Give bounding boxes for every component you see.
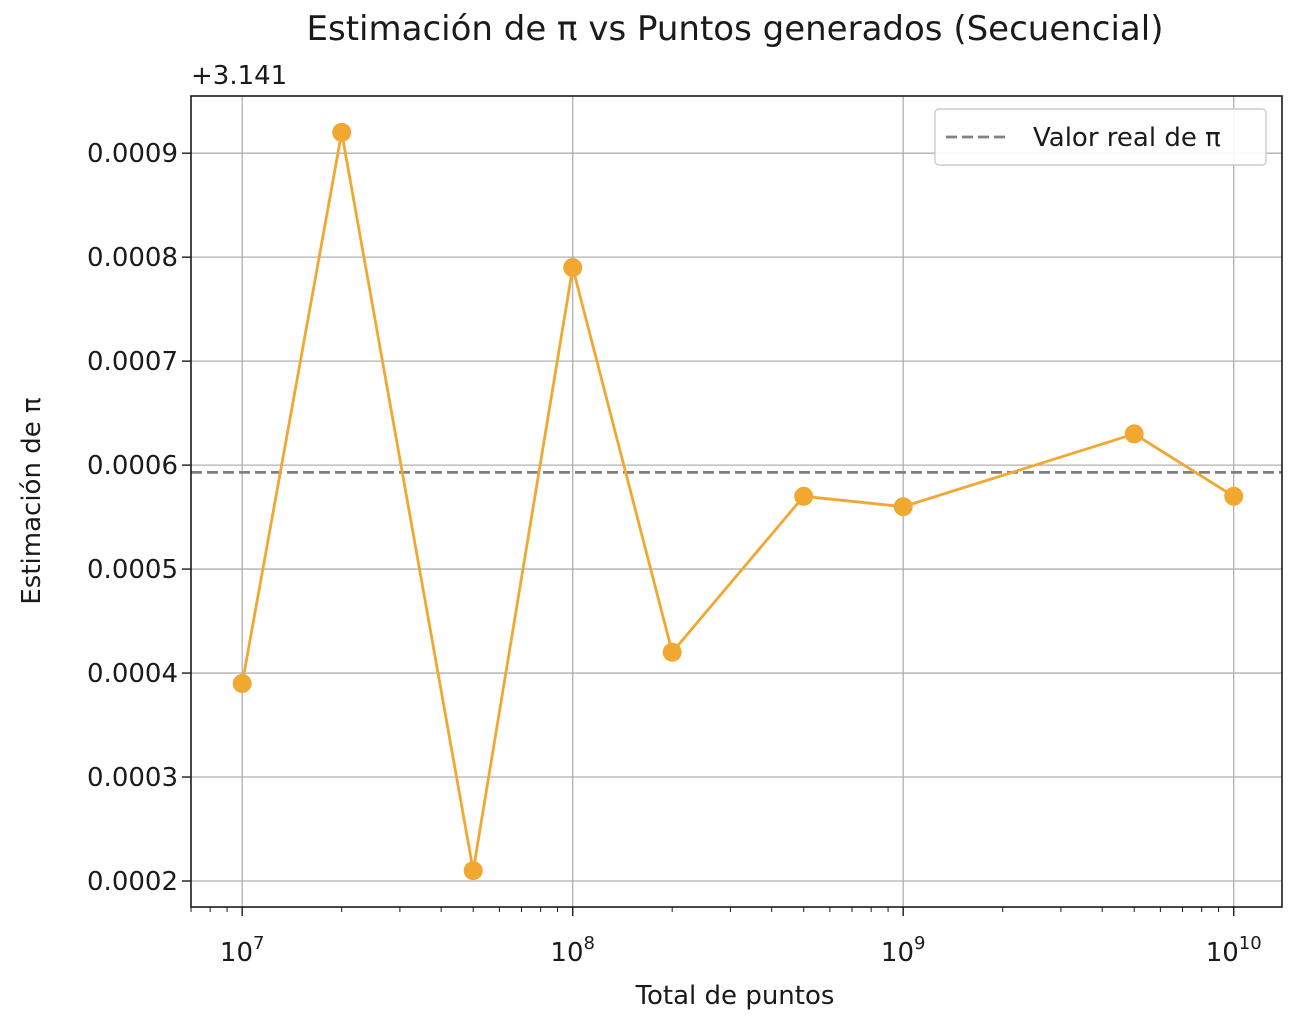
x-axis-label: Total de puntos <box>635 981 835 1011</box>
data-point <box>563 258 583 278</box>
data-point <box>232 673 252 693</box>
legend-box <box>934 108 1267 166</box>
plot-frame <box>190 95 1283 908</box>
y-tick-label: 0.0007 <box>87 347 178 377</box>
y-axis-label: Estimación de π <box>17 397 47 604</box>
series-layer <box>232 122 1244 881</box>
legend-reference-label: Valor real de π <box>1033 123 1221 153</box>
y-tick-label: 0.0004 <box>87 659 178 689</box>
legend: Valor real de π <box>934 108 1267 166</box>
x-tick-label-exponent: 10 <box>1239 933 1262 954</box>
chart-title: Estimación de π vs Puntos generados (Sec… <box>307 9 1164 49</box>
x-tick-label: 1010 <box>1206 933 1262 968</box>
y-offset-label: +3.141 <box>191 61 287 91</box>
x-tick-label: 108 <box>550 933 595 968</box>
data-point <box>662 642 682 662</box>
y-tick-label: 0.0003 <box>87 763 178 793</box>
data-point <box>794 486 814 506</box>
x-tick-label-base: 10 <box>220 938 253 968</box>
y-tick-label: 0.0002 <box>87 867 178 897</box>
x-axis: 107 108 109 1010 <box>190 907 1262 968</box>
x-tick-label-base: 10 <box>550 938 583 968</box>
x-tick-label-exponent: 9 <box>914 933 925 954</box>
x-tick-label-base: 10 <box>1206 938 1239 968</box>
x-tick-label-exponent: 8 <box>584 933 595 954</box>
y-axis: 0.0002 0.0003 0.0004 0.0005 0.0006 0.0007 0.00… <box>87 139 191 897</box>
y-tick-label: 0.0005 <box>87 555 178 585</box>
data-point <box>1224 486 1244 506</box>
data-point <box>1124 424 1144 444</box>
data-point <box>332 122 352 142</box>
data-point <box>463 861 483 881</box>
y-tick-label: 0.0008 <box>87 243 178 273</box>
data-point <box>893 497 913 517</box>
x-tick-label: 109 <box>881 933 926 968</box>
y-tick-label: 0.0006 <box>87 451 178 481</box>
y-tick-label: 0.0009 <box>87 139 178 169</box>
x-tick-label: 107 <box>220 933 265 968</box>
x-tick-label-base: 10 <box>881 938 914 968</box>
x-tick-label-exponent: 7 <box>253 933 264 954</box>
